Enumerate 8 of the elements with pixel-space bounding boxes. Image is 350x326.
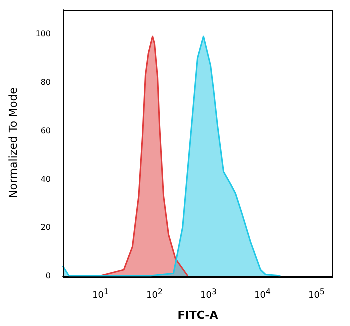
- y-tick-label: 100: [36, 30, 51, 39]
- y-tick-label: 0: [46, 272, 51, 280]
- y-tick-label: 80: [40, 78, 51, 88]
- y-tick-label: 20: [40, 223, 51, 232]
- y-tick-label: 40: [40, 174, 51, 184]
- y-axis-title: Normalized To Mode: [7, 87, 20, 198]
- x-axis-title: FITC-A: [178, 309, 219, 322]
- y-tick-label: 60: [40, 126, 51, 136]
